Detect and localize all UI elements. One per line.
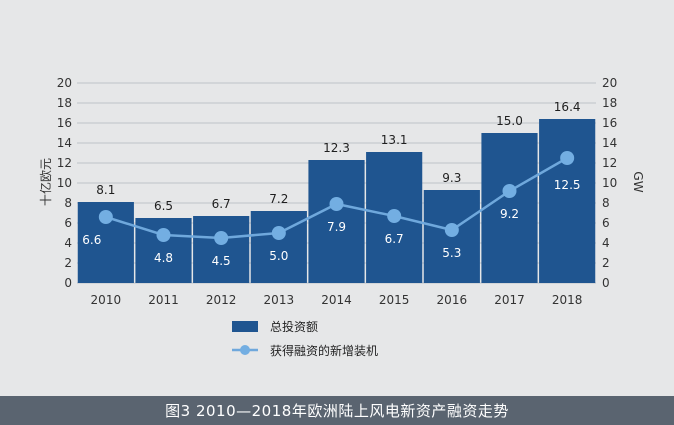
right-axis-tick-label: 2 [602,256,610,270]
left-axis-tick-label: 8 [64,196,72,210]
right-axis-tick-label: 14 [602,136,617,150]
left-axis-title: 十亿欧元 [38,158,53,206]
line-series [98,151,575,245]
left-axis-ticks: 0 2 4 6 8 10 12 14 16 18 20 [57,76,72,290]
legend-line-label: 获得融资的新增装机 [270,343,378,358]
right-axis-title: GW [631,171,645,192]
right-axis-tick-label: 12 [602,156,617,170]
legend-bar-label: 总投资额 [270,319,318,334]
line-marker [444,223,459,237]
line-marker [156,228,171,242]
x-axis-tick-label: 2012 [206,293,237,307]
bar-value-label: 12.3 [323,141,350,155]
right-axis-tick-label: 10 [602,176,617,190]
bar [308,160,365,283]
x-axis-ticks: 2010 2011 2012 2013 2014 2015 2016 2017 2018 [91,293,583,307]
line-value-label: 6.6 [82,233,101,247]
left-axis-tick-label: 2 [64,256,72,270]
bar-value-label: 8.1 [96,183,115,197]
line-marker [329,197,344,211]
bar-value-label: 13.1 [381,133,408,147]
line-value-label: 5.0 [269,249,288,263]
line-marker [387,209,402,223]
left-axis-tick-label: 16 [57,116,72,130]
right-axis-tick-label: 16 [602,116,617,130]
line-value-label: 4.8 [154,251,173,265]
left-axis-tick-label: 6 [64,216,72,230]
legend-line-marker [240,345,250,355]
line-value-label: 6.7 [385,232,404,246]
bar [481,133,538,283]
line-marker [271,226,286,240]
left-axis-tick-label: 0 [64,276,72,290]
left-axis-tick-label: 12 [57,156,72,170]
right-axis-tick-label: 4 [602,236,610,250]
bar [193,216,250,283]
line-marker [98,210,113,224]
bar-value-label: 6.7 [212,197,231,211]
line-value-label: 5.3 [442,246,461,260]
chart: 8.1 6.5 6.7 7.2 12.3 13.1 9.3 15.0 16.4 6.6 4.8 4.5… [38,76,645,358]
line-value-label: 7.9 [327,220,346,234]
left-axis-tick-label: 4 [64,236,72,250]
bar-value-label: 7.2 [269,192,288,206]
left-axis-tick-label: 10 [57,176,72,190]
line-marker [502,184,517,198]
x-axis-tick-label: 2011 [148,293,179,307]
left-axis-tick-label: 20 [57,76,72,90]
x-axis-tick-label: 2017 [494,293,525,307]
bar-value-label: 6.5 [154,199,173,213]
data-labels: 8.1 6.5 6.7 7.2 12.3 13.1 9.3 15.0 16.4 6.6 4.8 4.5… [82,100,580,268]
figure-caption-bar: 图3 2010—2018年欧洲陆上风电新资产融资走势 [0,396,674,425]
left-axis-tick-label: 14 [57,136,72,150]
bar-value-label: 15.0 [496,114,523,128]
right-axis-tick-label: 18 [602,96,617,110]
bar-value-label: 16.4 [554,100,581,114]
left-axis-tick-label: 18 [57,96,72,110]
figure-caption: 图3 2010—2018年欧洲陆上风电新资产融资走势 [165,402,509,420]
x-axis-tick-label: 2018 [552,293,583,307]
x-axis-tick-label: 2010 [91,293,122,307]
right-axis-tick-label: 6 [602,216,610,230]
legend-bar-swatch [232,321,258,332]
right-axis-tick-label: 20 [602,76,617,90]
legend: 总投资额 获得融资的新增装机 [232,319,378,358]
bar-value-label: 9.3 [442,171,461,185]
x-axis-tick-label: 2015 [379,293,410,307]
x-axis-tick-label: 2014 [321,293,352,307]
right-axis-tick-label: 0 [602,276,610,290]
x-axis-tick-label: 2013 [264,293,295,307]
line-marker [560,151,575,165]
bar [539,119,596,283]
line-marker [214,231,229,245]
line-value-label: 9.2 [500,207,519,221]
line-value-label: 12.5 [554,178,581,192]
right-axis-ticks: 0 2 4 6 8 10 12 14 16 18 20 [602,76,617,290]
line-value-label: 4.5 [212,254,231,268]
right-axis-tick-label: 8 [602,196,610,210]
x-axis-tick-label: 2016 [437,293,468,307]
